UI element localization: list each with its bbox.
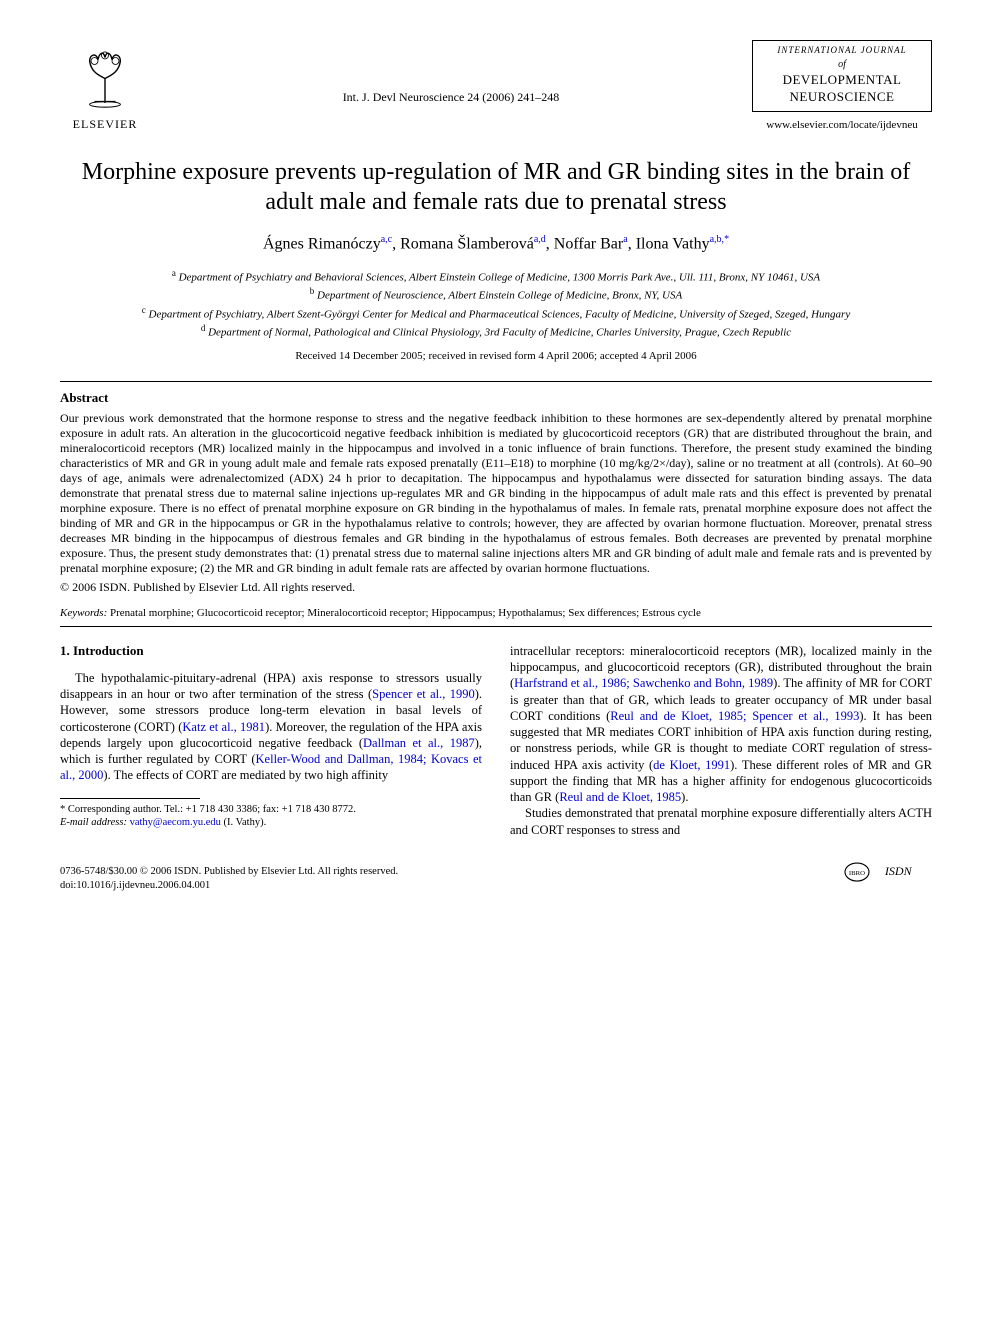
journal-title-box: INTERNATIONAL JOURNAL of DEVELOPMENTAL N… xyxy=(752,40,932,112)
intro-text: ). The effects of CORT are mediated by t… xyxy=(103,768,388,782)
author-1: Ágnes Rimanóczy xyxy=(263,235,381,252)
journal-name-line2: NEUROSCIENCE xyxy=(757,89,927,106)
ref-katz-1981[interactable]: Katz et al., 1981 xyxy=(182,720,265,734)
footer-logo: IBRO ISDN xyxy=(842,856,932,893)
publisher-name: ELSEVIER xyxy=(73,117,138,133)
footer-left: 0736-5748/$30.00 © 2006 ISDN. Published … xyxy=(60,865,398,892)
left-column: 1. Introduction The hypothalamic-pituita… xyxy=(60,643,482,838)
publisher-logo-block: ELSEVIER xyxy=(60,40,150,132)
affiliation-c: Department of Psychiatry, Albert Szent-G… xyxy=(149,309,851,321)
footer-copyright: 0736-5748/$30.00 © 2006 ISDN. Published … xyxy=(60,865,398,879)
ref-dallman-1987[interactable]: Dallman et al., 1987 xyxy=(363,736,475,750)
corresponding-author-line: * Corresponding author. Tel.: +1 718 430… xyxy=(60,803,482,817)
ibro-isdn-logo-icon: IBRO ISDN xyxy=(842,880,932,891)
keywords-line: Keywords: Prenatal morphine; Glucocortic… xyxy=(60,606,932,620)
journal-of: of xyxy=(757,58,927,71)
author-3: Noffar Bar xyxy=(554,235,623,252)
intro-paragraph-right-2: Studies demonstrated that prenatal morph… xyxy=(510,805,932,838)
journal-block: INTERNATIONAL JOURNAL of DEVELOPMENTAL N… xyxy=(752,40,932,133)
body-columns: 1. Introduction The hypothalamic-pituita… xyxy=(60,643,932,838)
abstract-body: Our previous work demonstrated that the … xyxy=(60,411,932,576)
svg-text:IBRO: IBRO xyxy=(849,870,865,877)
footnote-separator xyxy=(60,798,200,799)
ref-reul-dekloet-1985[interactable]: Reul and de Kloet, 1985 xyxy=(559,790,681,804)
intro-paragraph-right-cont: intracellular receptors: mineralocortico… xyxy=(510,643,932,806)
ref-harfstrand-sawchenko[interactable]: Harfstrand et al., 1986; Sawchenko and B… xyxy=(514,676,773,690)
ref-reul-spencer[interactable]: Reul and de Kloet, 1985; Spencer et al.,… xyxy=(610,709,859,723)
author-1-aff: a,c xyxy=(381,234,392,245)
keywords-label: Keywords: xyxy=(60,607,107,619)
affiliation-a: Department of Psychiatry and Behavioral … xyxy=(179,272,821,284)
abstract-heading: Abstract xyxy=(60,390,932,407)
journal-name-line1: DEVELOPMENTAL xyxy=(757,72,927,89)
page-header: ELSEVIER Int. J. Devl Neuroscience 24 (2… xyxy=(60,40,932,133)
author-3-aff: a xyxy=(623,234,627,245)
page-footer: 0736-5748/$30.00 © 2006 ISDN. Published … xyxy=(60,856,932,893)
affiliation-b: Department of Neuroscience, Albert Einst… xyxy=(317,290,682,302)
author-2-aff: a,d xyxy=(534,234,546,245)
right-column: intracellular receptors: mineralocortico… xyxy=(510,643,932,838)
author-list: Ágnes Rimanóczya,c, Romana Šlamberováa,d… xyxy=(60,233,932,255)
rule-above-abstract xyxy=(60,381,932,382)
rule-below-keywords xyxy=(60,626,932,627)
ref-dekloet-1991[interactable]: de Kloet, 1991 xyxy=(653,758,730,772)
keywords-text: Prenatal morphine; Glucocorticoid recept… xyxy=(110,607,701,619)
section-1-heading: 1. Introduction xyxy=(60,643,482,660)
author-4-aff: a,b, xyxy=(710,234,724,245)
corresponding-footnote: * Corresponding author. Tel.: +1 718 430… xyxy=(60,803,482,830)
email-label: E-mail address: xyxy=(60,817,127,828)
affiliation-d: Department of Normal, Pathological and C… xyxy=(208,327,791,339)
journal-locate-url[interactable]: www.elsevier.com/locate/ijdevneu xyxy=(752,118,932,132)
elsevier-tree-icon xyxy=(70,40,140,115)
article-dates: Received 14 December 2005; received in r… xyxy=(60,349,932,363)
author-2: Romana Šlamberová xyxy=(400,235,534,252)
intro-paragraph-left: The hypothalamic-pituitary-adrenal (HPA)… xyxy=(60,670,482,784)
article-title: Morphine exposure prevents up-regulation… xyxy=(70,157,922,217)
affiliations: a Department of Psychiatry and Behaviora… xyxy=(60,267,932,341)
svg-text:ISDN: ISDN xyxy=(884,864,913,878)
intro-text: ). xyxy=(681,790,688,804)
author-4-corresponding: * xyxy=(724,234,729,245)
ref-spencer-1990[interactable]: Spencer et al., 1990 xyxy=(372,687,475,701)
citation-line: Int. J. Devl Neuroscience 24 (2006) 241–… xyxy=(150,40,752,106)
footer-doi: doi:10.1016/j.ijdevneu.2006.04.001 xyxy=(60,879,398,893)
author-4: Ilona Vathy xyxy=(636,235,710,252)
corresponding-email[interactable]: vathy@aecom.yu.edu xyxy=(130,817,221,828)
abstract-copyright: © 2006 ISDN. Published by Elsevier Ltd. … xyxy=(60,580,932,596)
journal-tag: INTERNATIONAL JOURNAL xyxy=(757,45,927,57)
email-tail: (I. Vathy). xyxy=(221,817,266,828)
